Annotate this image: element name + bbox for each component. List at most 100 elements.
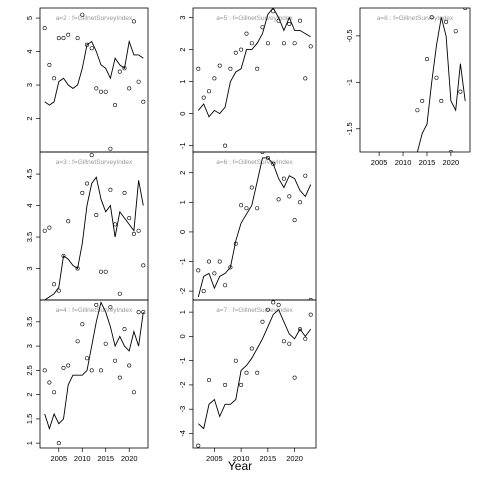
panel-plot-area bbox=[42, 301, 146, 446]
y-tick-label: -2 bbox=[178, 382, 187, 389]
panel-title: a=2 : f=GillnetSurveyIndex bbox=[56, 15, 133, 22]
observation-point bbox=[297, 200, 302, 205]
observation-point bbox=[108, 187, 113, 192]
observation-point bbox=[66, 363, 71, 368]
observation-point bbox=[117, 69, 122, 74]
observation-point bbox=[136, 310, 141, 315]
observation-point bbox=[212, 271, 217, 276]
observation-point bbox=[141, 99, 146, 104]
observation-point bbox=[136, 79, 141, 84]
observation-point bbox=[131, 390, 136, 395]
observation-point bbox=[303, 76, 308, 81]
y-tick-label: -3 bbox=[178, 406, 187, 413]
observation-point bbox=[271, 300, 276, 305]
panel-2: a=5 : f=GillnetSurveyIndex -1 0 1 2 3 bbox=[178, 7, 317, 153]
y-tick-label: -1.5 bbox=[345, 122, 354, 135]
observation-point bbox=[127, 216, 132, 221]
y-tick-label: -4 bbox=[178, 430, 187, 437]
observation-point bbox=[196, 268, 201, 273]
panel-plot-area bbox=[415, 8, 468, 152]
y-tick-label: 3.5 bbox=[25, 232, 34, 242]
panel-frame bbox=[39, 299, 149, 449]
x-tick-label: 2020 bbox=[286, 454, 303, 463]
observation-point bbox=[239, 47, 244, 52]
y-tick-label: 1 bbox=[178, 310, 187, 314]
observation-point bbox=[420, 98, 425, 103]
observation-point bbox=[47, 225, 52, 230]
observation-point bbox=[85, 356, 90, 361]
fitted-line bbox=[44, 301, 144, 431]
x-tick-label: 2010 bbox=[395, 158, 412, 167]
y-tick-label: 2 bbox=[178, 48, 187, 52]
observation-point bbox=[463, 8, 468, 10]
observation-point bbox=[131, 19, 136, 24]
observation-point bbox=[308, 44, 313, 49]
x-tick-label: 2015 bbox=[419, 158, 436, 167]
observation-point bbox=[223, 382, 228, 387]
observation-point bbox=[297, 327, 302, 332]
y-tick-label: 1 bbox=[25, 441, 34, 445]
observation-point bbox=[94, 302, 99, 307]
observation-point bbox=[448, 150, 453, 152]
y-tick-label: -1 bbox=[178, 142, 187, 149]
observation-point bbox=[89, 153, 94, 158]
observation-point bbox=[141, 263, 146, 268]
observation-point bbox=[42, 228, 47, 233]
observation-point bbox=[260, 152, 265, 154]
y-tick-label: -1 bbox=[178, 258, 187, 265]
x-tick-label: 2015 bbox=[260, 454, 277, 463]
fitted-line bbox=[416, 17, 466, 152]
observation-point bbox=[244, 206, 249, 211]
observation-point bbox=[249, 41, 254, 46]
observation-point bbox=[287, 341, 292, 346]
panel-plot-area bbox=[196, 8, 313, 148]
y-tick-label: -1 bbox=[178, 357, 187, 364]
observation-point bbox=[415, 108, 420, 113]
observation-point bbox=[66, 219, 71, 224]
observation-point bbox=[255, 206, 260, 211]
observation-point bbox=[244, 31, 249, 36]
panel-frame bbox=[192, 7, 317, 153]
panel-6: a=4 : f=GillnetSurveyIndex 1 1.5 2 2.5 3 3.5 20… bbox=[25, 299, 149, 463]
observation-point bbox=[297, 18, 302, 23]
panel-title: a=8 : f=GillnetSurveyIndex bbox=[377, 15, 454, 22]
y-tick-label: 2 bbox=[178, 171, 187, 175]
y-tick-label: 0 bbox=[178, 334, 187, 338]
observation-point bbox=[99, 368, 104, 373]
observation-point bbox=[207, 378, 212, 383]
panel-plot-area bbox=[42, 153, 146, 300]
observation-point bbox=[52, 390, 57, 395]
panel-5: a=6 : f=GillnetSurveyIndex -2 -1 0 1 2 bbox=[178, 151, 317, 301]
fitted-line bbox=[197, 308, 312, 430]
observation-point bbox=[249, 185, 254, 190]
y-tick-label: -1 bbox=[345, 79, 354, 86]
y-tick-label: 0 bbox=[178, 112, 187, 116]
observation-point bbox=[292, 218, 297, 223]
observation-point bbox=[80, 12, 85, 17]
observation-point bbox=[103, 89, 108, 94]
y-tick-label: 2 bbox=[25, 393, 34, 397]
observation-point bbox=[271, 161, 276, 166]
x-tick-label: 2010 bbox=[74, 454, 91, 463]
observation-point bbox=[201, 95, 206, 100]
observation-point bbox=[281, 339, 286, 344]
observation-point bbox=[108, 146, 113, 151]
panel-frame bbox=[39, 7, 149, 153]
y-tick-label: 1 bbox=[178, 200, 187, 204]
observation-point bbox=[424, 57, 429, 62]
observation-point bbox=[80, 190, 85, 195]
y-tick-label: 2.5 bbox=[25, 365, 34, 375]
observation-point bbox=[131, 231, 136, 236]
observation-point bbox=[233, 358, 238, 363]
observation-point bbox=[127, 363, 132, 368]
observation-point bbox=[117, 291, 122, 296]
panel-3: a=8 : f=GillnetSurveyIndex -1.5 -1 -0.5 2005… bbox=[345, 7, 471, 167]
observation-point bbox=[249, 346, 254, 351]
observation-point bbox=[47, 62, 52, 67]
observation-point bbox=[255, 66, 260, 71]
fitted-line bbox=[197, 8, 311, 118]
observation-point bbox=[201, 289, 206, 294]
observation-point bbox=[276, 197, 281, 202]
x-tick-label: 2005 bbox=[371, 158, 388, 167]
